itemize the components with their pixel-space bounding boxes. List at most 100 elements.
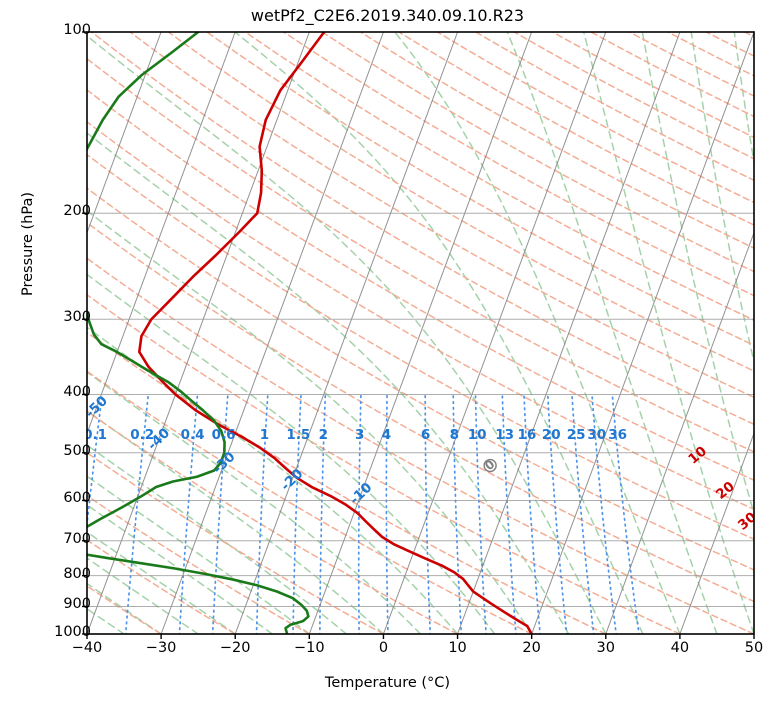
moist-adiabat-25 (87, 132, 570, 634)
isotherm--10 (308, 32, 533, 634)
y-tick-label-700: 700 (63, 530, 91, 547)
dry-adiabat-190 (359, 32, 754, 249)
dry-adiabat-120 (90, 32, 754, 426)
dry-adiabat-240 (551, 32, 754, 139)
moist-adiabat--5 (87, 444, 348, 634)
mixing-ratio-label-0.4: 0.4 (181, 427, 205, 443)
isotherm--30 (160, 32, 384, 634)
mixing-ratio-label-36: 36 (608, 427, 627, 443)
mixing-ratio-label-1.5: 1.5 (286, 427, 310, 443)
x-tick-label--20: −20 (219, 640, 251, 656)
dry-adiabat-180 (321, 32, 754, 273)
dry-adiabat-110 (87, 57, 754, 453)
isotherm-40 (679, 431, 754, 634)
dry-adiabat-60 (87, 221, 754, 603)
plot-frame (86, 31, 755, 635)
mixing-ratio-label-3: 3 (355, 427, 364, 443)
isotherm-30 (605, 231, 754, 634)
y-tick-label-200: 200 (63, 203, 91, 220)
mixing-ratio-label-16: 16 (517, 427, 536, 443)
dry-adiabat-150 (206, 32, 754, 347)
moist-adiabat-0 (87, 409, 385, 634)
dry-adiabat-20 (87, 370, 533, 634)
mixing-ratio-label-0.1: 0.1 (83, 427, 107, 443)
isotherm-10 (457, 32, 681, 634)
mixing-ratio-4 (385, 393, 389, 634)
mixing-ratio-0.4 (178, 393, 199, 634)
pressure-gridlines-group (87, 32, 754, 634)
dry-adiabat-10 (87, 410, 459, 634)
moist-adiabat-15 (87, 273, 496, 634)
y-tick-label-800: 800 (63, 565, 91, 582)
mixing-ratio-label-2: 2 (319, 427, 328, 443)
x-tick-label-10: 10 (448, 640, 467, 656)
mixing-ratio-0.2 (124, 393, 150, 634)
x-tick-label-0: 0 (378, 640, 389, 656)
y-tick-label-400: 400 (63, 384, 91, 401)
x-tick-label--30: −30 (145, 640, 177, 656)
dry-adiabat-140 (167, 32, 754, 372)
mixing-ratio-1 (255, 393, 269, 634)
isotherms-group (87, 32, 754, 634)
dry-adiabat-90 (87, 120, 754, 511)
mixing-ratio-label-8: 8 (450, 427, 459, 443)
dry-adiabats-group (87, 32, 754, 634)
sounding-temperature-line (137, 32, 533, 634)
x-tick-label--10: −10 (294, 640, 325, 656)
x-tick-label-20: 20 (522, 640, 541, 656)
moist-adiabat-50 (582, 32, 754, 634)
dry-adiabat-100 (87, 88, 754, 482)
dry-adiabat-160 (244, 32, 754, 322)
dry-adiabat-130 (129, 32, 754, 399)
sounding-dewpoint-line (87, 32, 310, 634)
dry-adiabat-0 (87, 451, 385, 634)
mixing-ratio-label-0.2: 0.2 (130, 427, 154, 443)
mixing-ratio-8 (452, 393, 463, 634)
mixing-ratio-label-25: 25 (567, 427, 586, 443)
contour-labels-group: -100-90-80-70-60-50-40-30-20-100.10.20.4… (27, 342, 775, 564)
y-tick-label-100: 100 (63, 22, 91, 38)
moist-adiabat-45 (506, 32, 718, 634)
moist-adiabat--30 (87, 582, 162, 634)
mixing-ratio-label-10: 10 (468, 427, 487, 443)
axis-ticks-group (82, 31, 755, 639)
isotherm--40 (87, 32, 310, 634)
mixing-ratio-25 (571, 393, 595, 634)
mixing-ratio-3 (357, 393, 362, 634)
sounding-curves-group (87, 32, 533, 634)
moist-adiabat-35 (233, 32, 644, 634)
dry-adiabat-70 (87, 187, 754, 571)
moist-adiabat-60 (690, 32, 754, 366)
zero-marker-circle (483, 458, 497, 473)
dry-adiabat-250 (590, 32, 754, 118)
mixing-ratio-label-30: 30 (587, 427, 606, 443)
mixing-ratio-36 (611, 393, 640, 634)
mixing-ratio-20 (546, 393, 568, 634)
isotherm--20 (234, 32, 459, 634)
dry-adiabat-230 (513, 32, 754, 160)
mixing-ratio-label-0.6: 0.6 (212, 427, 236, 443)
x-tick-label-50: 50 (744, 640, 764, 656)
isotherm-50 (753, 632, 754, 634)
mixing-ratio-16 (523, 393, 541, 634)
moist-adiabat--20 (87, 531, 236, 634)
mixing-ratio-label-4: 4 (382, 427, 391, 443)
isotherm-label--60: -60 (27, 342, 56, 370)
dry-adiabat-170 (282, 32, 754, 297)
moist-adiabat-30 (87, 34, 607, 634)
y-tick-label-300: 300 (63, 309, 91, 326)
y-tick-label-900: 900 (63, 596, 91, 613)
mixing-ratio-label-20: 20 (542, 427, 561, 443)
theta-label-40: 40 (761, 540, 775, 564)
isotherm--50 (87, 32, 236, 435)
dry-adiabat-80 (87, 153, 754, 541)
moist-adiabat-55 (641, 32, 754, 517)
isotherm-20 (531, 32, 754, 634)
moist-adiabat--15 (87, 503, 274, 634)
chart-title: wetPf2_C2E6.2019.340.09.10.R23 (250, 6, 525, 25)
x-axis-label: Temperature (°C) (324, 675, 451, 691)
moist-adiabat-20 (87, 209, 533, 634)
mixing-ratio-2 (318, 393, 327, 634)
